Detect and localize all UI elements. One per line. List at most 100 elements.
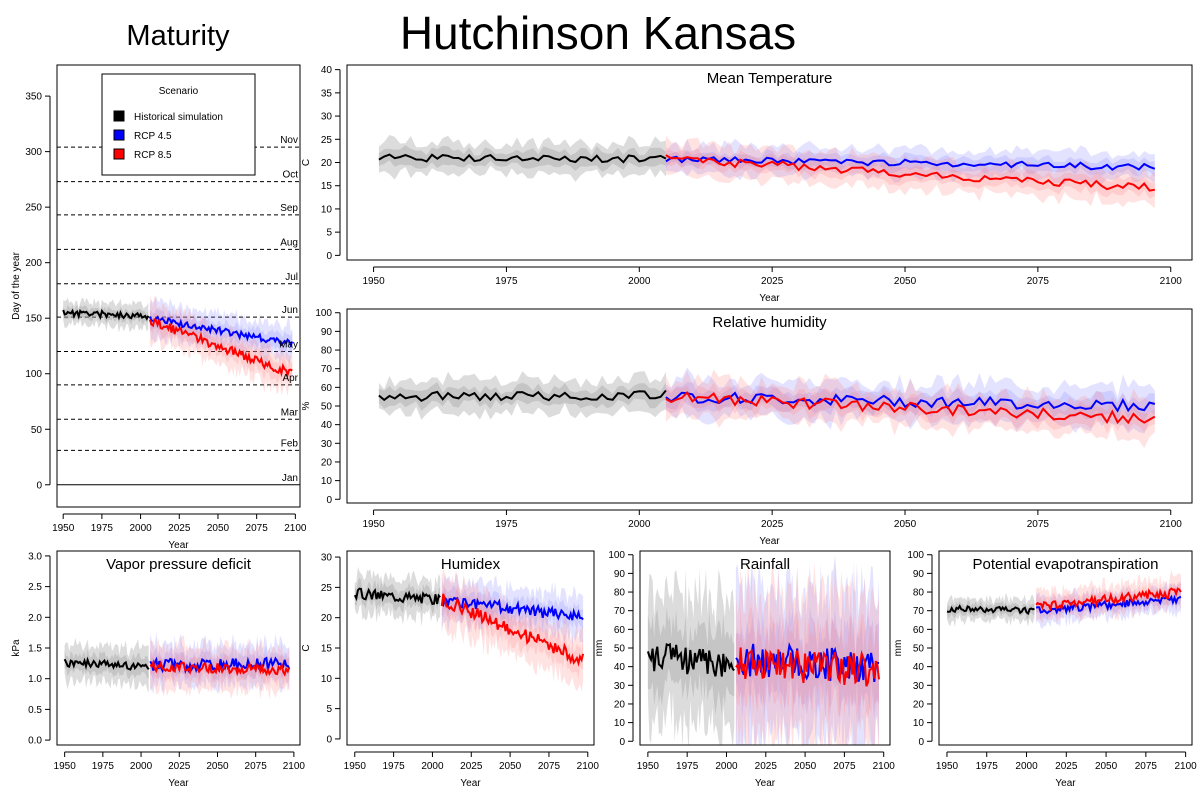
relative-humidity-plot-area — [378, 367, 1156, 449]
humidex-x-tick-label-1975: 1975 — [382, 761, 405, 772]
potential-evapotranspiration-y-tick-label-30: 30 — [913, 681, 925, 692]
legend-box — [101, 73, 256, 176]
relative-humidity-historical-band-w2 — [378, 382, 666, 411]
month-label-aug: Aug — [280, 237, 298, 248]
legend-title: Scenario — [159, 86, 199, 97]
humidex-y-tick-label-5: 5 — [326, 704, 332, 715]
relative-humidity-x-tick-label-2100: 2100 — [1160, 519, 1183, 530]
maturity-historical-line — [62, 308, 150, 321]
rainfall-y-tick-label-20: 20 — [614, 699, 626, 710]
mean-temperature-y-tick-label-20: 20 — [321, 158, 333, 169]
vapor-pressure-deficit-plot-area — [63, 631, 291, 701]
relative-humidity-y-tick-label-0: 0 — [326, 495, 332, 506]
maturity-y-axis-label: Day of the year — [11, 251, 22, 319]
maturity-y-tick-label-0: 0 — [36, 480, 42, 491]
vapor-pressure-deficit-title: Vapor pressure deficit — [106, 556, 252, 573]
rainfall-rcp85-band-w1 — [735, 559, 879, 745]
maturity-rcp45-line — [148, 315, 294, 348]
rainfall-y-tick-label-40: 40 — [614, 662, 626, 673]
month-label-oct: Oct — [282, 170, 298, 181]
legend: Scenario Historical simulation RCP 4.5 RCP … — [101, 73, 256, 176]
relative-humidity-y-tick-label-30: 30 — [321, 439, 333, 450]
vapor-pressure-deficit-x-tick-label-1975: 1975 — [92, 761, 115, 772]
vapor-pressure-deficit-x-tick-label-2025: 2025 — [168, 761, 191, 772]
rainfall-x-axis-label: Year — [755, 778, 776, 789]
relative-humidity-y-tick-label-40: 40 — [321, 420, 333, 431]
potential-evapotranspiration-title: Potential evapotranspiration — [973, 556, 1159, 573]
potential-evapotranspiration-y-tick-label-90: 90 — [913, 569, 925, 580]
mean-temperature-x-tick-label-1950: 1950 — [362, 276, 385, 287]
relative-humidity-historical-band-w1 — [378, 371, 666, 420]
vapor-pressure-deficit-chart: 1950 1975 2000 2025 2050 2075 2100 Year 0.0 0.5 1.… — [11, 550, 306, 789]
humidex-y-tick-label-10: 10 — [321, 674, 333, 685]
humidex-y-tick-label-20: 20 — [321, 613, 333, 624]
month-label-mar: Mar — [281, 407, 299, 418]
rainfall-y-tick-label-60: 60 — [614, 625, 626, 636]
humidex-x-axis-label: Year — [460, 778, 481, 789]
maturity-title: Maturity — [126, 20, 230, 52]
humidex-frame — [346, 550, 595, 746]
maturity-plot-area — [57, 146, 300, 486]
potential-evapotranspiration-x-tick-label-2000: 2000 — [1015, 761, 1038, 772]
vapor-pressure-deficit-y-tick-label-0.5: 0.5 — [28, 705, 42, 716]
maturity-chart: Jan Feb Mar Apr May Jun Jul Aug Sep Oct Nov 1950 197… — [11, 64, 307, 551]
mean-temperature-x-tick-label-2050: 2050 — [894, 276, 917, 287]
month-label-apr: Apr — [282, 373, 298, 384]
potential-evapotranspiration-x-tick-label-2075: 2075 — [1135, 761, 1158, 772]
relative-humidity-y-axis-label: % — [301, 401, 312, 410]
mean-temperature-rcp85-line — [665, 154, 1155, 192]
mean-temperature-title: Mean Temperature — [707, 70, 833, 87]
rainfall-y-axis-label: mm — [594, 640, 605, 657]
vapor-pressure-deficit-y-tick-label-3: 3.0 — [28, 551, 42, 562]
relative-humidity-x-tick-label-1975: 1975 — [495, 519, 518, 530]
rainfall-frame — [639, 550, 891, 746]
rainfall-y-tick-label-30: 30 — [614, 681, 626, 692]
mean-temperature-historical-band-w1 — [378, 135, 666, 182]
mean-temperature-y-tick-label-25: 25 — [321, 135, 333, 146]
humidex-y-axis-label: C — [301, 644, 312, 651]
mean-temperature-chart: 1950 1975 2000 2025 2050 2075 2100Year05101520… — [301, 64, 1193, 304]
potential-evapotranspiration-frame — [938, 550, 1193, 746]
potential-evapotranspiration-y-tick-label-10: 10 — [913, 718, 925, 729]
mean-temperature-rcp45-line — [665, 155, 1156, 171]
relative-humidity-y-tick-label-50: 50 — [321, 402, 333, 413]
vapor-pressure-deficit-historical-line — [63, 656, 150, 671]
mean-temperature-x-axis-label: Year — [759, 293, 780, 304]
relative-humidity-y-tick-label-70: 70 — [321, 364, 333, 375]
vapor-pressure-deficit-frame — [56, 550, 301, 746]
potential-evapotranspiration-y-tick-label-60: 60 — [913, 625, 925, 636]
vapor-pressure-deficit-x-tick-label-2075: 2075 — [245, 761, 268, 772]
mean-temperature-rcp85-band-w1 — [665, 135, 1155, 209]
mean-temperature-y-tick-label-5: 5 — [326, 228, 332, 239]
rainfall-y-tick-label-50: 50 — [614, 644, 626, 655]
humidex-x-tick-label-2075: 2075 — [538, 761, 561, 772]
maturity-y-tick-label-100: 100 — [25, 369, 42, 380]
relative-humidity-y-tick-label-10: 10 — [321, 476, 333, 487]
rainfall-y-tick-label-10: 10 — [614, 718, 626, 729]
rainfall-y-tick-label-90: 90 — [614, 569, 626, 580]
potential-evapotranspiration-y-tick-label-50: 50 — [913, 644, 925, 655]
rainfall-plot-area — [646, 554, 880, 745]
rainfall-y-tick-label-0: 0 — [619, 737, 625, 748]
relative-humidity-x-axis-label: Year — [759, 536, 780, 547]
rainfall-y-tick-label-70: 70 — [614, 606, 626, 617]
maturity-x-tick-label-2100: 2100 — [284, 523, 307, 534]
potential-evapotranspiration-x-tick-label-1950: 1950 — [936, 761, 959, 772]
potential-evapotranspiration-y-tick-label-20: 20 — [913, 699, 925, 710]
mean-temperature-y-tick-label-35: 35 — [321, 88, 333, 99]
maturity-x-tick-label-2075: 2075 — [246, 523, 269, 534]
month-label-may: May — [279, 340, 298, 351]
potential-evapotranspiration-rcp45-line — [1035, 594, 1182, 616]
chart-panels: Jan Feb Mar Apr May Jun Jul Aug Sep Oct Nov 1950 197… — [11, 64, 1197, 789]
mean-temperature-y-tick-label-40: 40 — [321, 65, 333, 76]
vapor-pressure-deficit-y-tick-label-2: 2.0 — [28, 613, 42, 624]
humidex-historical-band-w1 — [354, 566, 441, 627]
maturity-y-tick-label-300: 300 — [25, 147, 42, 158]
vapor-pressure-deficit-y-axis-label: kPa — [11, 639, 22, 657]
relative-humidity-x-tick-label-2050: 2050 — [894, 519, 917, 530]
humidex-y-tick-label-25: 25 — [321, 583, 333, 594]
vapor-pressure-deficit-x-tick-label-2100: 2100 — [283, 761, 306, 772]
mean-temperature-x-tick-label-2025: 2025 — [761, 276, 784, 287]
